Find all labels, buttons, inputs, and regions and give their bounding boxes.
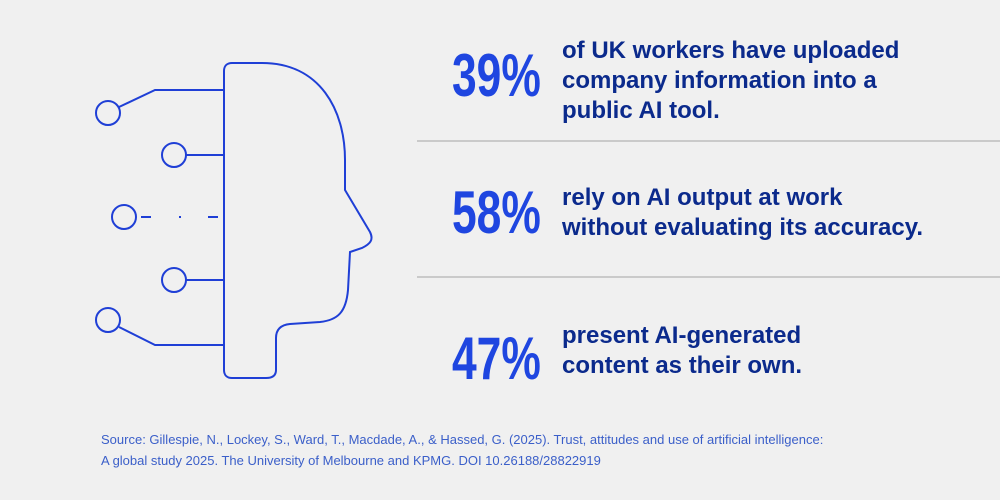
stat-figure: 39% xyxy=(452,43,541,110)
head-icon xyxy=(95,62,373,379)
source-text: A global study 2025. The University of M… xyxy=(101,453,601,468)
node xyxy=(95,307,121,333)
connector xyxy=(118,89,224,108)
stat-figure-wrap: 47% xyxy=(452,326,541,393)
node xyxy=(161,267,187,293)
stat-text: company information into a xyxy=(562,67,877,94)
source-text: Source: Gillespie, N., Lockey, S., Ward,… xyxy=(101,432,823,447)
stat-figure: 47% xyxy=(452,326,541,393)
stat-text: content as their own. xyxy=(562,352,802,379)
connector xyxy=(118,326,224,346)
stat-text: rely on AI output at work xyxy=(562,184,843,211)
stat-text: present AI-generated xyxy=(562,322,801,349)
source: Source: Gillespie, N., Lockey, S., Ward,… xyxy=(101,432,823,468)
stat-figure-wrap: 39% xyxy=(452,43,541,110)
node xyxy=(111,204,137,230)
stat-text: without evaluating its accuracy. xyxy=(561,214,923,241)
stat-text: of UK workers have uploaded xyxy=(562,37,899,64)
stat-figure: 58% xyxy=(452,180,541,247)
head-outline xyxy=(223,62,373,379)
stats: 39% of UK workers have uploaded company in… xyxy=(452,37,923,393)
stat-text: public AI tool. xyxy=(562,97,720,124)
node xyxy=(95,100,121,126)
stat-figure-wrap: 58% xyxy=(452,180,541,247)
node xyxy=(161,142,187,168)
